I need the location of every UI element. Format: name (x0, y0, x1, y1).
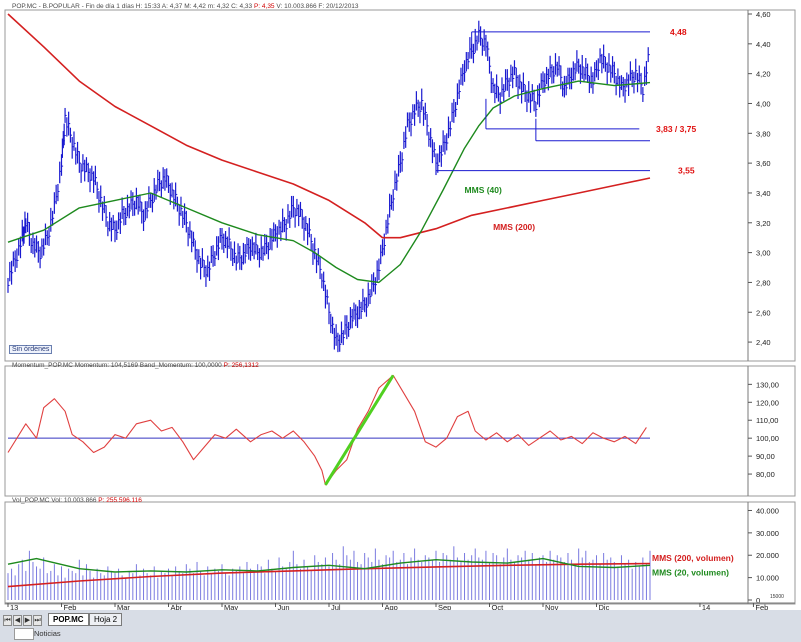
level-448-label: 4,48 (670, 27, 687, 37)
x-tick-label: Jul (331, 603, 341, 612)
volume-tick-label: 40.000 (756, 506, 779, 515)
x-tick-label: Feb (755, 603, 768, 612)
momentum-tick-label: 80,00 (756, 470, 775, 479)
price-tick-label: 2,40 (756, 338, 771, 347)
price-tick-label: 4,20 (756, 70, 771, 79)
momentum-tick-label: 90,00 (756, 452, 775, 461)
x-tick-label: Oct (492, 603, 505, 612)
x-tick-label: Dic (599, 603, 610, 612)
x-tick-label: May (224, 603, 238, 612)
x-tick-label: 14 (702, 603, 710, 612)
volume-header-text: Vol_POP.MC Vol: 10.003.866 (12, 497, 97, 504)
momentum-tick-label: 110,00 (756, 416, 778, 425)
level-383-375-label: 3,83 / 3,75 (656, 124, 696, 134)
volume-mms200-line (7, 562, 651, 588)
volume-tick-label: 10.000 (756, 574, 779, 583)
momentum-header-text: Momentum_POP.MC Momentum: 104,5169 Band_… (12, 362, 222, 369)
price-tick-label: 3,60 (756, 159, 771, 168)
tab-hoja-2[interactable]: Hoja 2 (89, 613, 123, 626)
price-header-rest: V: 10.003.866 F: 20/12/2013 (276, 3, 359, 10)
volume-mms20-line (7, 557, 651, 573)
price-panel-header: POP.MC - B.POPULAR - Fin de día 1 días H… (12, 3, 359, 10)
momentum-tick-label: 120,00 (756, 398, 779, 407)
price-bars-group (7, 20, 650, 353)
mms200-label: MMS (200) (493, 222, 535, 232)
volume-panel-header: Vol_POP.MC Vol: 10.003.866 P: 255.596.11… (12, 497, 142, 504)
x-tick-label: Sep (438, 603, 451, 612)
x-tick-label: Mar (117, 603, 130, 612)
prev-sheet-button[interactable]: ◀ (13, 615, 22, 626)
x-tick-label: Jun (278, 603, 290, 612)
price-tick-label: 3,00 (756, 249, 771, 258)
price-tick-label: 4,60 (756, 10, 771, 19)
momentum-trend-line (324, 374, 395, 486)
volume-header-p: P: 255.596.116 (98, 497, 142, 504)
price-tick-label: 3,20 (756, 219, 771, 228)
volume-tick-label: 20.000 (756, 551, 779, 560)
noticias-icon[interactable] (14, 628, 34, 640)
tab-pop-mc[interactable]: POP.MC (48, 613, 89, 626)
momentum-panel-border (4, 365, 796, 497)
volume-panel-border (4, 501, 796, 605)
price-tick-label: 4,40 (756, 40, 771, 49)
sheet-tab-bar (0, 610, 801, 642)
mms40-label: MMS (40) (465, 185, 502, 195)
volume-mms20-label: MMS (20, volumen) (652, 567, 729, 577)
momentum-tick-label: 100,00 (756, 434, 779, 443)
price-header-text: POP.MC - B.POPULAR - Fin de día 1 días H… (12, 3, 253, 10)
x-tick-label: 13 (10, 603, 18, 612)
volume-tick-label: 0 (756, 596, 760, 605)
x-tick-label: Nov (545, 603, 559, 612)
price-panel-border (4, 9, 796, 362)
momentum-header-p: P: 256,1312 (223, 362, 259, 369)
mms200-line (7, 13, 651, 239)
price-tick-label: 3,40 (756, 189, 771, 198)
price-tick-label: 3,80 (756, 129, 771, 138)
mms40-line (7, 80, 651, 284)
next-sheet-button[interactable]: ▶ (23, 615, 32, 626)
noticias-label[interactable]: Noticias (34, 629, 61, 638)
level-355-label: 3,55 (678, 166, 695, 176)
price-header-p: P: 4,35 (253, 3, 275, 10)
volume-tick-label: 30.000 (756, 529, 779, 538)
price-tick-label: 2,80 (756, 278, 771, 287)
momentum-line (7, 374, 647, 486)
sin-ordenes-label[interactable]: Sin órdenes (9, 345, 53, 354)
price-tick-label: 4,00 (756, 99, 771, 108)
volume-bars-group (7, 546, 651, 600)
momentum-tick-label: 130,00 (756, 380, 779, 389)
x-tick-label: Ago (385, 603, 398, 612)
volume-mms200-label: MMS (200, volumen) (652, 553, 734, 563)
price-tick-label: 2,60 (756, 308, 771, 317)
x-tick-label: Feb (64, 603, 77, 612)
last-sheet-button[interactable]: ⏭ (33, 615, 42, 626)
first-sheet-button[interactable]: ⏮ (3, 615, 12, 626)
x-tick-label: Abr (171, 603, 183, 612)
momentum-panel-header: Momentum_POP.MC Momentum: 104,5169 Band_… (12, 362, 259, 369)
volume-small-tick: 15000 (770, 594, 784, 600)
